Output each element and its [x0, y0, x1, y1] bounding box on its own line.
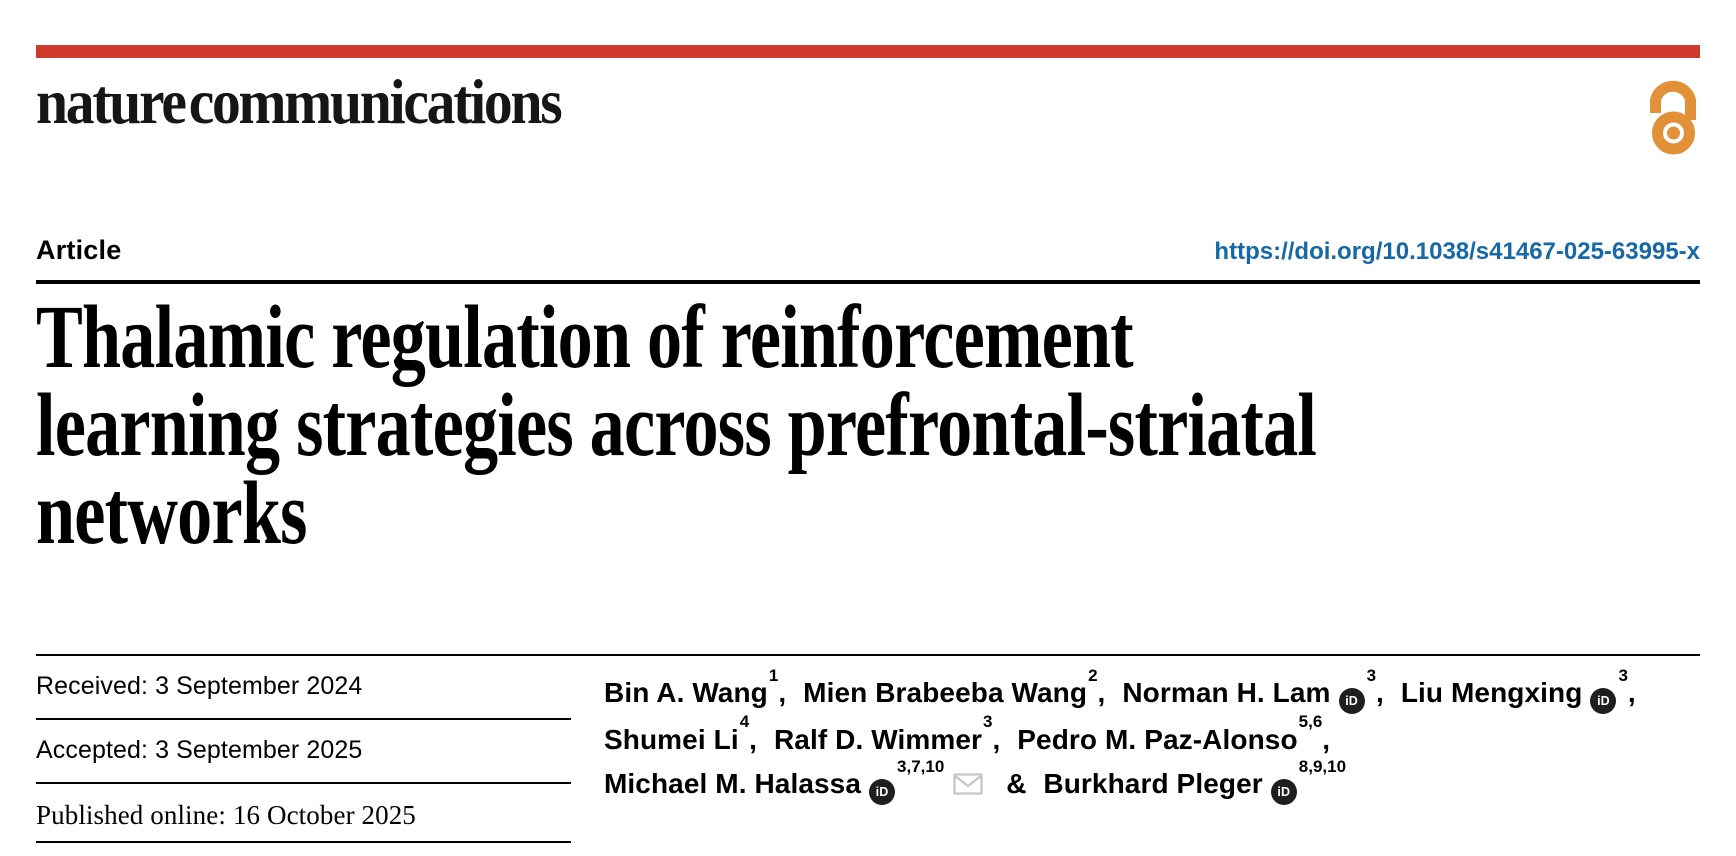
- header-divider: [36, 280, 1700, 284]
- author-separator: ,: [1376, 677, 1384, 709]
- article-header-row: Article https://doi.org/10.1038/s41467-0…: [36, 235, 1700, 266]
- title-line: learning strategies across prefrontal-st…: [36, 375, 1317, 475]
- author-separator: ,: [749, 723, 758, 755]
- author: Liu Mengxing iD3,: [1400, 666, 1636, 715]
- journal-logo: nature communications: [36, 66, 563, 137]
- columns: Received: 3 September 2024 Accepted: 3 Sep…: [36, 656, 1700, 856]
- affiliation-sup: 3: [983, 712, 993, 732]
- orcid-icon[interactable]: iD: [1338, 688, 1365, 715]
- published-row: Published online: 16 October 2025: [36, 784, 571, 843]
- affiliation-sup: 3: [1366, 666, 1377, 685]
- open-access-icon: [1646, 75, 1700, 160]
- author-separator: ,: [992, 723, 1001, 755]
- author-separator: ,: [1627, 677, 1636, 709]
- accepted-date: 3 September 2025: [155, 736, 363, 764]
- author: Mien Brabeeba Wang2,: [803, 666, 1106, 709]
- history-column: Received: 3 September 2024 Accepted: 3 Sep…: [36, 656, 571, 843]
- author-name: Mien Brabeeba Wang: [803, 677, 1088, 709]
- received-date: 3 September 2024: [155, 672, 363, 700]
- article-type-label: Article: [36, 235, 122, 265]
- orcid-icon[interactable]: iD: [1590, 688, 1617, 715]
- orcid-icon[interactable]: iD: [1270, 778, 1297, 805]
- affiliation-sup: 8,9,10: [1298, 756, 1347, 776]
- author-joiner: &: [1006, 767, 1027, 799]
- article-first-page: nature communications Article https://do…: [0, 45, 1736, 856]
- author-separator: ,: [1322, 723, 1331, 755]
- author-name: Norman H. Lam: [1122, 677, 1331, 709]
- masthead: nature communications: [36, 66, 1700, 155]
- title-line: Thalamic regulation of reinforcement: [36, 287, 1134, 387]
- author-separator: ,: [1097, 677, 1106, 709]
- published-date: 16 October 2025: [232, 800, 416, 830]
- accepted-row: Accepted: 3 September 2025: [36, 720, 571, 784]
- author: Michael M. Halassa iD3,7,10: [604, 757, 989, 805]
- email-icon[interactable]: [953, 767, 983, 805]
- author: Burkhard Pleger iD8,9,10: [1043, 757, 1346, 805]
- author-name: Michael M. Halassa: [604, 767, 862, 799]
- affiliation-sup: 2: [1088, 666, 1098, 685]
- paper-title: Thalamic regulation of reinforcement lea…: [36, 287, 1334, 563]
- author: Pedro M. Paz-Alonso5,6,: [1017, 712, 1331, 755]
- affiliation-sup: 4: [739, 712, 750, 732]
- author: Ralf D. Wimmer3,: [773, 712, 1001, 755]
- published-label: Published online:: [36, 800, 226, 830]
- orcid-icon[interactable]: iD: [869, 778, 896, 805]
- received-label: Received:: [36, 672, 149, 700]
- author-name: Ralf D. Wimmer: [773, 723, 983, 755]
- affiliation-sup: 3: [1618, 666, 1628, 685]
- author: Bin A. Wang1,: [604, 666, 787, 709]
- author-name: Pedro M. Paz-Alonso: [1017, 723, 1298, 755]
- author-name: Shumei Li: [604, 723, 739, 755]
- columns-top-divider: [36, 653, 1700, 656]
- author-line-1: Bin A. Wang1, Mien Brabeeba Wang2, Norma…: [604, 666, 1700, 715]
- title-line: networks: [36, 463, 307, 563]
- author-line-2: Shumei Li4, Ralf D. Wimmer3, Pedro M. Pa…: [604, 712, 1700, 758]
- author-name: Bin A. Wang: [604, 677, 768, 709]
- accepted-label: Accepted:: [36, 736, 149, 764]
- author-name: Liu Mengxing: [1400, 677, 1583, 709]
- affiliation-sup: 3,7,10: [897, 756, 945, 776]
- doi-link[interactable]: https://doi.org/10.1038/s41467-025-63995…: [1214, 238, 1700, 265]
- author-name: Burkhard Pleger: [1043, 767, 1263, 799]
- author: Shumei Li4,: [604, 712, 758, 755]
- author-line-3: Michael M. Halassa iD3,7,10 & Burkhard Pl…: [604, 757, 1700, 805]
- author: Norman H. Lam iD3,: [1122, 666, 1384, 715]
- author-separator: ,: [778, 677, 787, 709]
- received-row: Received: 3 September 2024: [36, 656, 571, 720]
- affiliation-sup: 1: [768, 666, 779, 685]
- brand-red-bar: [36, 45, 1700, 58]
- authors-column: Bin A. Wang1, Mien Brabeeba Wang2, Norma…: [604, 656, 1700, 856]
- affiliation-sup: 5,6: [1298, 712, 1323, 732]
